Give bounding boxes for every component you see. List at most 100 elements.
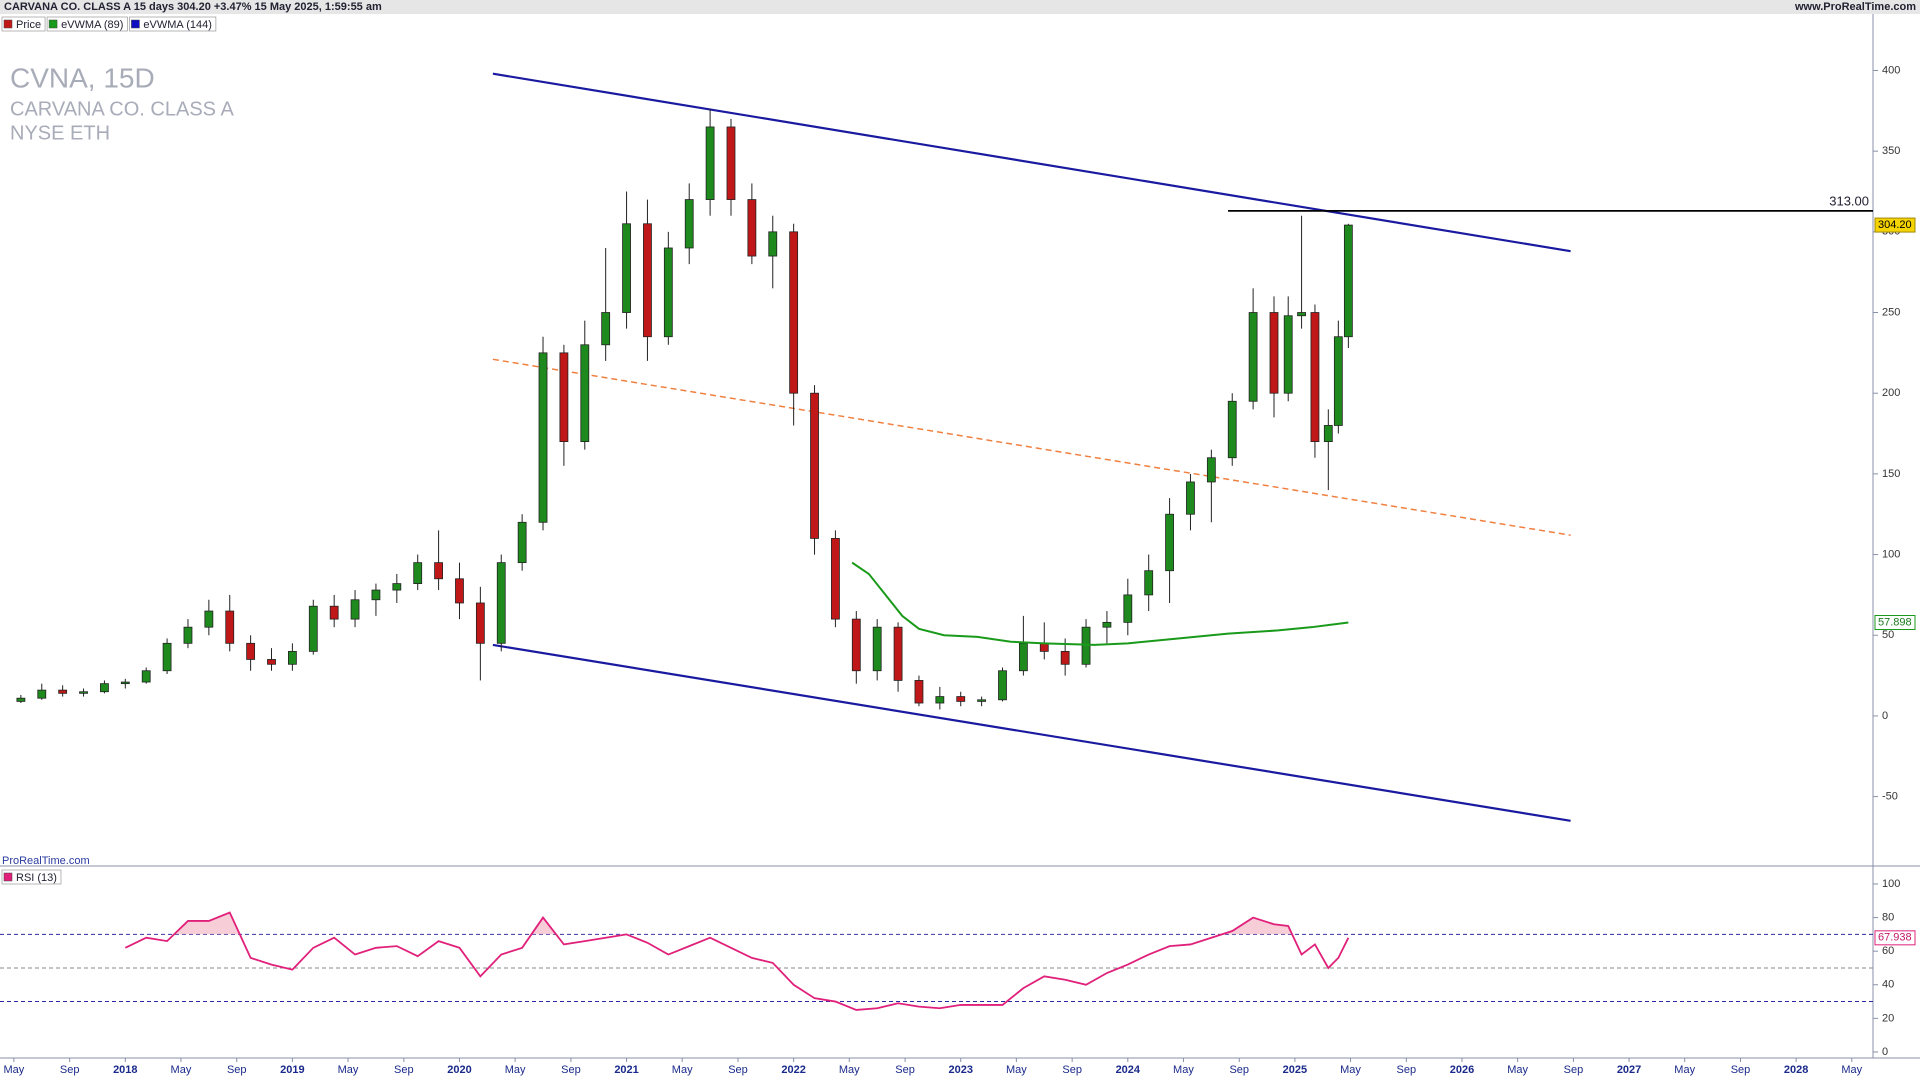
evwma-label-box	[1874, 615, 1916, 631]
x-tick-label: May	[1006, 1064, 1027, 1076]
candle-body	[789, 231, 799, 394]
candle-body	[747, 199, 757, 257]
x-tick-label: May	[1507, 1064, 1528, 1076]
candle-body	[1323, 425, 1333, 443]
candle-body	[1165, 513, 1174, 572]
x-tick-label: May	[839, 1064, 860, 1076]
x-tick-label: Sep	[60, 1064, 80, 1076]
candle-body	[956, 696, 966, 702]
candle-body	[893, 626, 903, 681]
candle-body	[810, 392, 819, 539]
legend-swatch	[48, 19, 58, 29]
legend-swatch	[131, 19, 140, 29]
candle-body	[872, 626, 882, 672]
level-label: 313.00	[1829, 193, 1869, 208]
chart-subtitle: CARVANA CO. CLASS A	[10, 98, 234, 120]
candle-body	[37, 689, 47, 699]
x-tick-label: Sep	[394, 1064, 414, 1076]
x-tick-label: 2027	[1617, 1064, 1641, 1076]
candle-body	[267, 659, 276, 665]
legend-label: Price	[16, 19, 41, 31]
y-tick-label: 50	[1882, 629, 1894, 641]
rsi-legend-swatch	[3, 872, 13, 882]
candle-body	[79, 691, 88, 694]
candle-body	[663, 247, 673, 338]
x-tick-label: Sep	[1731, 1064, 1751, 1076]
candle-body	[1310, 312, 1320, 443]
candle-body	[1227, 400, 1237, 459]
site-link[interactable]: www.ProRealTime.com	[1794, 1, 1916, 13]
candle-body	[622, 223, 631, 313]
candle-body	[1102, 621, 1112, 628]
candle-body	[225, 610, 235, 644]
x-tick-label: 2024	[1116, 1064, 1141, 1076]
last-price-label: 304.20	[1878, 219, 1912, 231]
y-tick-label: 150	[1882, 468, 1900, 480]
evwma-line	[851, 561, 1349, 646]
legend-box	[46, 16, 128, 32]
candle-body	[851, 618, 861, 672]
x-tick-label: May	[1674, 1064, 1695, 1076]
chart-title: CVNA, 15D	[10, 62, 155, 93]
candle-body	[538, 352, 548, 523]
y-tick-label: 100	[1882, 548, 1900, 560]
legend-box	[1, 16, 46, 32]
candle-body	[1039, 642, 1049, 652]
x-tick-label: May	[505, 1064, 526, 1076]
x-tick-label: May	[338, 1064, 359, 1076]
rsi-overbought-fill	[125, 912, 1349, 935]
exchange: NYSE ETH	[10, 122, 110, 144]
rsi-y-tick-label: 100	[1882, 878, 1900, 890]
rsi-y-tick-label: 40	[1882, 979, 1894, 991]
legend-label: eVWMA (144)	[143, 19, 211, 31]
candle-body	[1186, 481, 1195, 515]
candle-body	[1060, 650, 1070, 665]
x-tick-label: 2025	[1283, 1064, 1307, 1076]
candle-body	[977, 699, 987, 702]
x-tick-label: Sep	[728, 1064, 748, 1076]
candle-body	[768, 231, 778, 257]
x-tick-label: May	[1841, 1064, 1862, 1076]
x-tick-label: Sep	[1062, 1064, 1082, 1076]
x-tick-label: 2026	[1450, 1064, 1474, 1076]
candle-body	[120, 681, 130, 685]
x-tick-label: Sep	[561, 1064, 581, 1076]
candle-body	[1144, 570, 1154, 596]
candle-body	[475, 602, 485, 644]
rsi-line	[124, 911, 1350, 1011]
last-price-box	[1874, 217, 1916, 233]
x-tick-label: May	[1173, 1064, 1194, 1076]
x-tick-label: May	[672, 1064, 693, 1076]
x-tick-label: May	[3, 1064, 24, 1076]
candle-body	[684, 199, 694, 249]
candle-body	[601, 312, 611, 346]
candle-body	[141, 670, 151, 683]
rsi-label-box	[1874, 930, 1916, 946]
channel-line	[492, 72, 1571, 253]
candle-body	[16, 697, 26, 702]
rsi-legend-label: RSI (13)	[16, 872, 57, 884]
y-tick-label: 400	[1882, 64, 1900, 76]
watermark: ProRealTime.com	[2, 855, 90, 867]
legend-label: eVWMA (89)	[61, 19, 123, 31]
x-tick-label: Sep	[895, 1064, 915, 1076]
candle-body	[1018, 642, 1028, 672]
rsi-last-label: 67.938	[1878, 932, 1912, 944]
candle-body	[831, 538, 840, 620]
candle-body	[392, 583, 402, 591]
channel-line	[492, 643, 1571, 822]
header-bar	[0, 0, 1920, 14]
x-tick-label: Sep	[1229, 1064, 1249, 1076]
candle-body	[1283, 315, 1293, 394]
x-tick-label: 2018	[113, 1064, 137, 1076]
candle-body	[58, 689, 68, 694]
candle-body	[1206, 457, 1216, 483]
candle-body	[496, 562, 506, 644]
candle-body	[162, 642, 172, 672]
rsi-y-tick-label: 0	[1882, 1046, 1888, 1058]
legend-box	[129, 16, 217, 32]
x-tick-label: 2021	[614, 1064, 638, 1076]
candle-body	[1248, 312, 1258, 402]
candle-body	[1123, 594, 1133, 623]
